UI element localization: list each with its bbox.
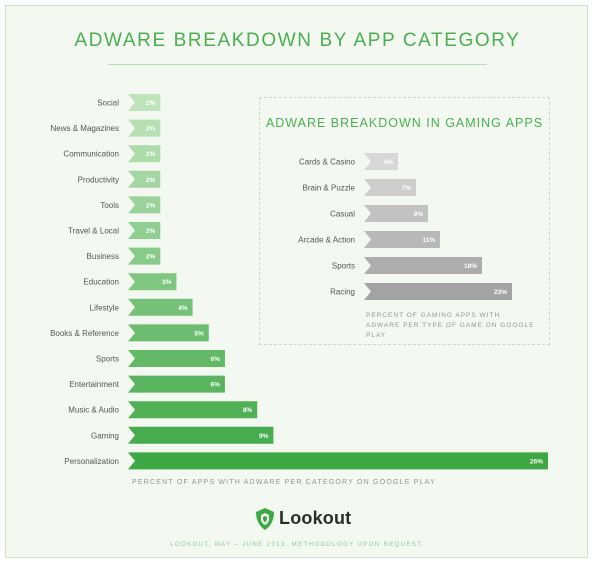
category-bar-9: [128, 324, 209, 342]
gaming-category-label-5: Racing: [330, 288, 355, 297]
category-value-label-6: 2%: [146, 254, 156, 261]
gaming-category-label-0: Cards & Casino: [299, 158, 356, 167]
category-value-label-8: 4%: [178, 305, 188, 312]
category-category-label-9: Books & Reference: [50, 329, 119, 338]
category-bar-5: [128, 222, 161, 239]
category-category-label-10: Sports: [96, 355, 119, 364]
gaming-bar-2: [364, 205, 428, 222]
category-category-label-14: Personalization: [64, 457, 119, 466]
gaming-bar-3: [364, 231, 440, 248]
category-bar-14: [128, 452, 548, 470]
title-divider: [108, 64, 487, 65]
category-category-label-1: News & Magazines: [51, 124, 119, 133]
category-category-label-3: Productivity: [78, 175, 119, 184]
gaming-bar-5: [364, 283, 512, 300]
gaming-value-label-0: 4%: [384, 159, 394, 166]
gaming-value-label-4: 18%: [464, 263, 477, 270]
category-value-label-0: 2%: [146, 100, 156, 107]
main-chart-caption: PERCENT OF APPS WITH ADWARE PER CATEGORY…: [132, 479, 436, 486]
category-bar-3: [128, 170, 161, 188]
category-value-label-4: 2%: [146, 202, 156, 209]
category-bar-1: [128, 119, 161, 137]
gaming-value-label-5: 23%: [494, 289, 507, 296]
category-value-label-9: 5%: [194, 330, 204, 337]
category-category-label-5: Travel & Local: [68, 227, 119, 236]
gaming-value-label-3: 11%: [422, 237, 435, 244]
category-value-label-11: 6%: [211, 382, 221, 389]
gaming-category-label-2: Casual: [330, 210, 355, 219]
category-value-label-1: 2%: [146, 126, 156, 133]
category-bar-10: [128, 350, 225, 367]
gaming-bar-0: [364, 153, 398, 170]
category-value-label-3: 2%: [146, 177, 156, 184]
category-bar-0: [128, 94, 161, 111]
category-category-label-0: Social: [97, 99, 119, 108]
category-bar-8: [128, 298, 193, 316]
gaming-value-label-1: 7%: [402, 185, 412, 192]
gaming-category-label-4: Sports: [332, 262, 355, 271]
category-bar-7: [128, 273, 177, 291]
footer-note: LOOKOUT, MAY – JUNE 2013. METHODOLOGY UP…: [170, 542, 425, 548]
gaming-bar-1: [364, 179, 416, 196]
category-category-label-8: Lifestyle: [90, 303, 120, 312]
category-bar-12: [128, 401, 258, 419]
category-category-label-11: Entertainment: [69, 380, 120, 389]
gaming-value-label-2: 9%: [414, 211, 424, 218]
category-value-label-2: 2%: [146, 151, 156, 158]
category-value-label-12: 8%: [243, 407, 253, 414]
gaming-chart-caption: PERCENT OF GAMING APPS WITH ADWARE PER T…: [366, 312, 535, 339]
gaming-category-label-1: Brain & Puzzle: [303, 184, 356, 193]
gaming-bar-4: [364, 257, 482, 274]
category-value-label-14: 26%: [530, 458, 543, 465]
category-category-label-7: Education: [83, 278, 119, 287]
category-bar-2: [128, 145, 161, 163]
gaming-chart-title: ADWARE BREAKDOWN IN GAMING APPS: [265, 116, 544, 130]
category-category-label-6: Business: [87, 252, 119, 261]
category-category-label-4: Tools: [100, 201, 119, 210]
category-category-label-12: Music & Audio: [68, 406, 119, 415]
category-bar-11: [128, 375, 225, 393]
lookout-shield-icon: [256, 508, 274, 530]
category-value-label-13: 9%: [259, 433, 269, 440]
category-category-label-2: Communication: [63, 150, 119, 159]
gaming-category-label-3: Arcade & Action: [298, 236, 355, 245]
category-category-label-13: Gaming: [91, 431, 119, 440]
category-bar-6: [128, 247, 161, 265]
category-bar-13: [128, 426, 274, 444]
category-bar-4: [128, 196, 161, 214]
lookout-logo-text: Lookout: [279, 508, 352, 528]
chart-title: ADWARE BREAKDOWN BY APP CATEGORY: [74, 30, 521, 51]
category-value-label-10: 6%: [211, 356, 221, 363]
category-value-label-5: 2%: [146, 228, 156, 235]
category-value-label-7: 3%: [162, 279, 172, 286]
